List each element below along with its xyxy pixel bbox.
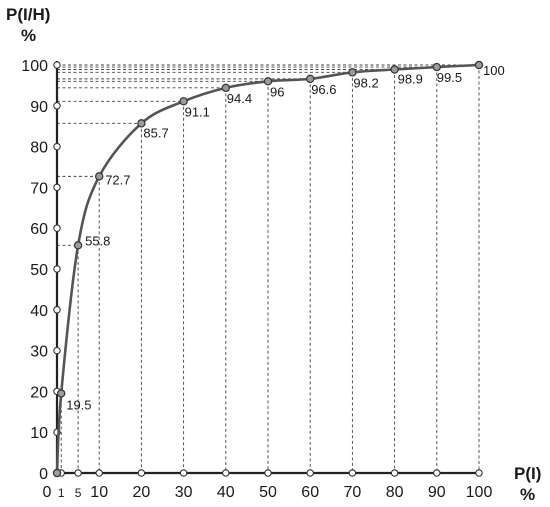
data-label: 55.8 (85, 233, 110, 248)
data-label: 96 (270, 84, 284, 99)
y-tick-label: 40 (30, 303, 48, 320)
y-axis-unit: % (21, 26, 36, 45)
y-tick-mark (53, 224, 61, 232)
data-point (432, 62, 441, 72)
data-point (52, 468, 62, 478)
markers (52, 60, 484, 478)
data-label: 100 (483, 63, 505, 78)
y-tick-mark (53, 183, 61, 192)
x-tick-mark (264, 469, 272, 477)
y-axis-title: P(I/H) (6, 5, 50, 24)
data-label: 98.2 (353, 75, 378, 90)
x-tick-label: 70 (344, 484, 362, 501)
data-point (137, 119, 146, 128)
data-point (221, 83, 230, 93)
data-label: 91.1 (185, 104, 210, 119)
x-tick-label: 50 (259, 484, 277, 501)
x-tick-label: 1 (58, 486, 65, 500)
tick-labels: 0 10 20 30 40 50 60 70 80 90 100 0 1 5 10 20 30 40 50 60 70 8… (21, 58, 492, 501)
data-point (474, 60, 484, 70)
x-tick-mark (433, 469, 441, 477)
x-tick-mark (475, 469, 483, 477)
y-tick-label: 90 (30, 99, 48, 116)
data-point (57, 389, 66, 398)
axes (55, 61, 481, 475)
y-tick-label: 60 (30, 221, 48, 238)
x-axis-title: P(I) (514, 464, 541, 483)
x-tick-label: 60 (301, 484, 319, 501)
y-tick-label: 0 (39, 466, 48, 483)
y-tick-mark (53, 61, 61, 69)
data-label: 98.9 (398, 71, 423, 86)
x-tick-label: 100 (466, 484, 493, 501)
x-tick-label: 5 (75, 486, 82, 500)
data-point (179, 97, 188, 106)
x-tick-label: 90 (428, 484, 446, 501)
data-label: 94.4 (227, 91, 252, 106)
data-point (73, 241, 83, 250)
x-tick-mark (74, 469, 82, 477)
x-tick-label: 20 (133, 484, 151, 501)
data-label: 19.5 (66, 397, 91, 412)
data-point (390, 65, 399, 74)
y-tick-mark (53, 265, 61, 273)
x-tick-mark (306, 469, 314, 477)
y-tick-label: 50 (30, 262, 48, 279)
x-axis-unit: % (520, 485, 535, 504)
y-tick-mark (53, 102, 61, 110)
y-tick-label: 30 (30, 344, 48, 361)
data-label: 96.6 (311, 82, 336, 97)
data-label: 72.7 (105, 172, 130, 187)
x-tick-label: 0 (43, 484, 52, 501)
x-tick-label: 10 (90, 484, 108, 501)
x-tick-mark (95, 469, 103, 477)
x-tick-mark (179, 469, 188, 477)
x-tick-mark (222, 469, 230, 477)
data-label: 99.5 (437, 70, 462, 85)
y-tick-mark (53, 142, 61, 151)
x-tick-mark (348, 469, 357, 477)
data-point (306, 74, 315, 84)
y-tick-label: 10 (30, 425, 48, 442)
x-tick-label: 80 (386, 484, 404, 501)
data-point (348, 68, 357, 77)
data-labels: 19.5 55.8 72.7 85.7 91.1 94.4 96 96.6 98.2 98.9 99… (66, 63, 504, 412)
y-tick-mark (53, 346, 61, 355)
x-tick-mark (390, 469, 399, 477)
drop-lines (57, 64, 480, 473)
y-tick-mark (53, 306, 61, 314)
x-tick-mark (137, 469, 146, 477)
y-tick-label: 20 (30, 384, 48, 401)
data-label: 85.7 (143, 125, 168, 140)
data-point (94, 172, 104, 181)
y-tick-label: 70 (30, 180, 48, 197)
x-tick-label: 30 (175, 484, 193, 501)
x-tick-label: 40 (217, 484, 235, 501)
y-tick-label: 80 (30, 140, 48, 157)
data-point (263, 77, 273, 86)
y-tick-label: 100 (21, 58, 48, 75)
